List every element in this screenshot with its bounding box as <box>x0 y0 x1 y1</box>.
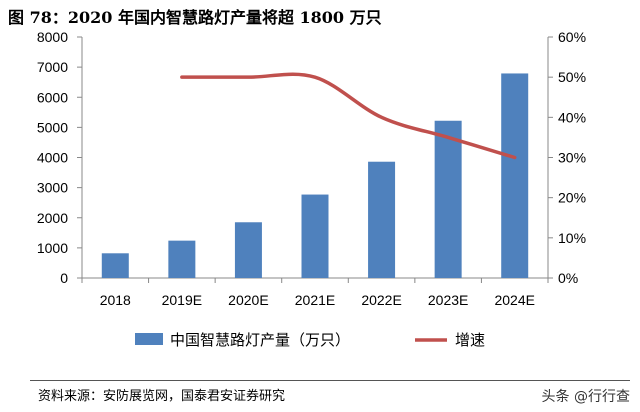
bar-2018 <box>101 253 129 278</box>
divider <box>30 380 630 381</box>
x-tick-label: 2022E <box>361 292 401 308</box>
bar-2024E <box>501 73 529 278</box>
bar-2023E <box>434 120 462 278</box>
bar-2020E <box>234 222 262 278</box>
y2-tick-label: 50% <box>558 69 586 85</box>
bar-2021E <box>301 194 329 278</box>
y-tick-label: 5000 <box>37 119 68 135</box>
y-tick-label: 8000 <box>37 29 68 45</box>
watermark: 头条 @行行查 <box>541 389 630 405</box>
y2-tick-label: 30% <box>558 150 586 166</box>
y-tick-label: 1000 <box>37 240 68 256</box>
x-tick-label: 2018 <box>100 292 131 308</box>
y2-tick-label: 0% <box>558 270 578 286</box>
y-tick-label: 7000 <box>37 59 68 75</box>
y-tick-label: 2000 <box>37 210 68 226</box>
x-tick-label: 2021E <box>295 292 335 308</box>
growth-line <box>180 72 517 160</box>
x-tick-label: 2019E <box>162 292 202 308</box>
x-tick-label: 2024E <box>494 292 534 308</box>
y-tick-label: 6000 <box>37 89 68 105</box>
source-note: 资料来源：安防展览网，国泰君安证券研究 <box>38 389 286 404</box>
y2-tick-label: 60% <box>558 29 586 45</box>
legend-bar-label: 中国智慧路灯产量（万只） <box>170 331 350 349</box>
y2-tick-label: 40% <box>558 109 586 125</box>
y2-tick-label: 20% <box>558 190 586 206</box>
legend-line-label: 增速 <box>455 331 485 349</box>
x-tick-label: 2023E <box>428 292 468 308</box>
y2-tick-label: 10% <box>558 230 586 246</box>
y-tick-label: 0 <box>60 270 68 286</box>
y-tick-label: 4000 <box>37 150 68 166</box>
chart-title: 图 78：2020 年国内智慧路灯产量将超 1800 万只 <box>8 8 382 27</box>
x-tick-label: 2020E <box>228 292 268 308</box>
y-tick-label: 3000 <box>37 180 68 196</box>
bar-2019E <box>168 240 196 278</box>
legend-bar-swatch <box>135 333 163 345</box>
bar-2022E <box>368 161 396 278</box>
